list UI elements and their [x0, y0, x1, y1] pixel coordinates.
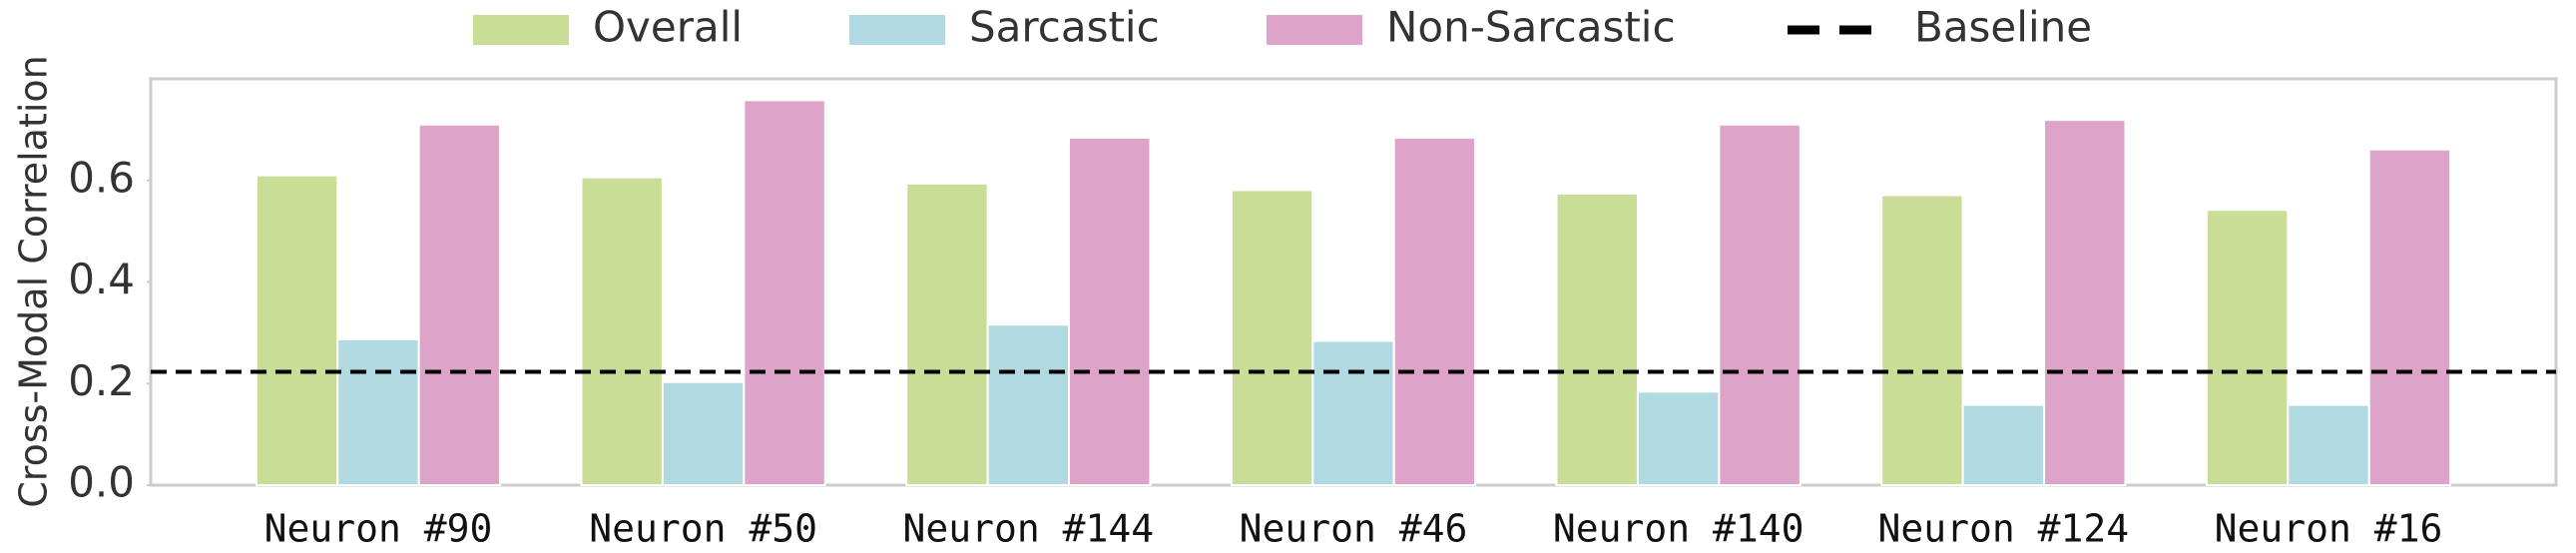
x-tick-label: Neuron #140 [1553, 507, 1804, 551]
bar [1880, 194, 1964, 486]
legend-label: Overall [593, 3, 743, 52]
bar [336, 337, 420, 486]
y-tick-label: 0.4 [68, 255, 135, 303]
x-tick-label: Neuron #90 [264, 507, 493, 551]
y-tick-label: 0.6 [68, 153, 135, 202]
bar [986, 323, 1071, 486]
bar [1311, 339, 1395, 487]
legend-label: Non-Sarcastic [1386, 3, 1676, 52]
y-axis-label: Cross-Modal Correlation [12, 55, 56, 508]
legend-label: Baseline [1914, 3, 2092, 52]
legend-swatch [849, 15, 945, 45]
y-tick-label: 0.2 [68, 356, 135, 405]
bar [1636, 390, 1721, 487]
bar [255, 174, 339, 486]
bar [2367, 148, 2452, 486]
bar [1961, 403, 2046, 486]
x-tick-label: Neuron #144 [902, 507, 1154, 551]
bar [905, 182, 989, 487]
legend-label: Sarcastic [969, 3, 1160, 52]
bar [661, 380, 746, 487]
bar [1718, 123, 1802, 486]
bar [580, 176, 664, 486]
bar [417, 123, 502, 486]
bar [2205, 209, 2290, 486]
bar [1392, 137, 1477, 486]
legend-swatch [1267, 15, 1362, 45]
bar [1230, 189, 1314, 486]
x-tick-label: Neuron #50 [589, 507, 817, 551]
x-tick-label: Neuron #124 [1878, 507, 2130, 551]
legend-swatch [473, 15, 569, 45]
bar [2043, 119, 2127, 487]
bar [2287, 403, 2370, 486]
y-tick-label: 0.0 [68, 458, 135, 507]
x-tick-label: Neuron #16 [2215, 507, 2443, 551]
bar [743, 99, 826, 487]
x-tick-label: Neuron #46 [1240, 507, 1468, 551]
bar [1068, 137, 1152, 486]
bar [1555, 192, 1639, 486]
